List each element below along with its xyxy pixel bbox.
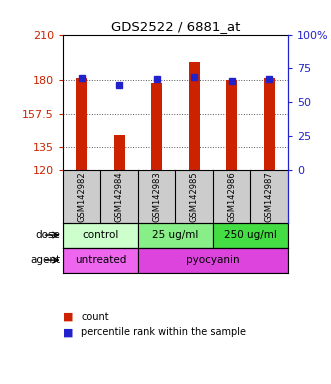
Text: GSM142984: GSM142984 <box>115 171 124 222</box>
Text: count: count <box>81 312 109 322</box>
Bar <box>226 79 237 170</box>
Text: ■: ■ <box>63 327 73 337</box>
Bar <box>63 248 138 273</box>
Bar <box>189 61 200 170</box>
Text: control: control <box>82 230 118 240</box>
Bar <box>63 222 138 248</box>
Text: agent: agent <box>30 255 61 265</box>
Bar <box>263 78 275 170</box>
Text: pyocyanin: pyocyanin <box>186 255 240 265</box>
Text: 250 ug/ml: 250 ug/ml <box>224 230 277 240</box>
Text: 25 ug/ml: 25 ug/ml <box>152 230 199 240</box>
Bar <box>76 78 87 170</box>
Text: GSM142982: GSM142982 <box>77 171 86 222</box>
Text: percentile rank within the sample: percentile rank within the sample <box>81 327 246 337</box>
Bar <box>114 135 125 170</box>
Text: GSM142983: GSM142983 <box>152 171 161 222</box>
Text: GSM142986: GSM142986 <box>227 171 236 222</box>
Text: GSM142987: GSM142987 <box>265 171 274 222</box>
Bar <box>138 222 213 248</box>
Text: untreated: untreated <box>75 255 126 265</box>
Bar <box>63 170 288 222</box>
Title: GDS2522 / 6881_at: GDS2522 / 6881_at <box>111 20 240 33</box>
Bar <box>63 35 288 170</box>
Bar <box>151 83 162 170</box>
Text: GSM142985: GSM142985 <box>190 171 199 222</box>
Text: ■: ■ <box>63 312 73 322</box>
Bar <box>213 222 288 248</box>
Text: dose: dose <box>36 230 61 240</box>
Bar <box>138 248 288 273</box>
